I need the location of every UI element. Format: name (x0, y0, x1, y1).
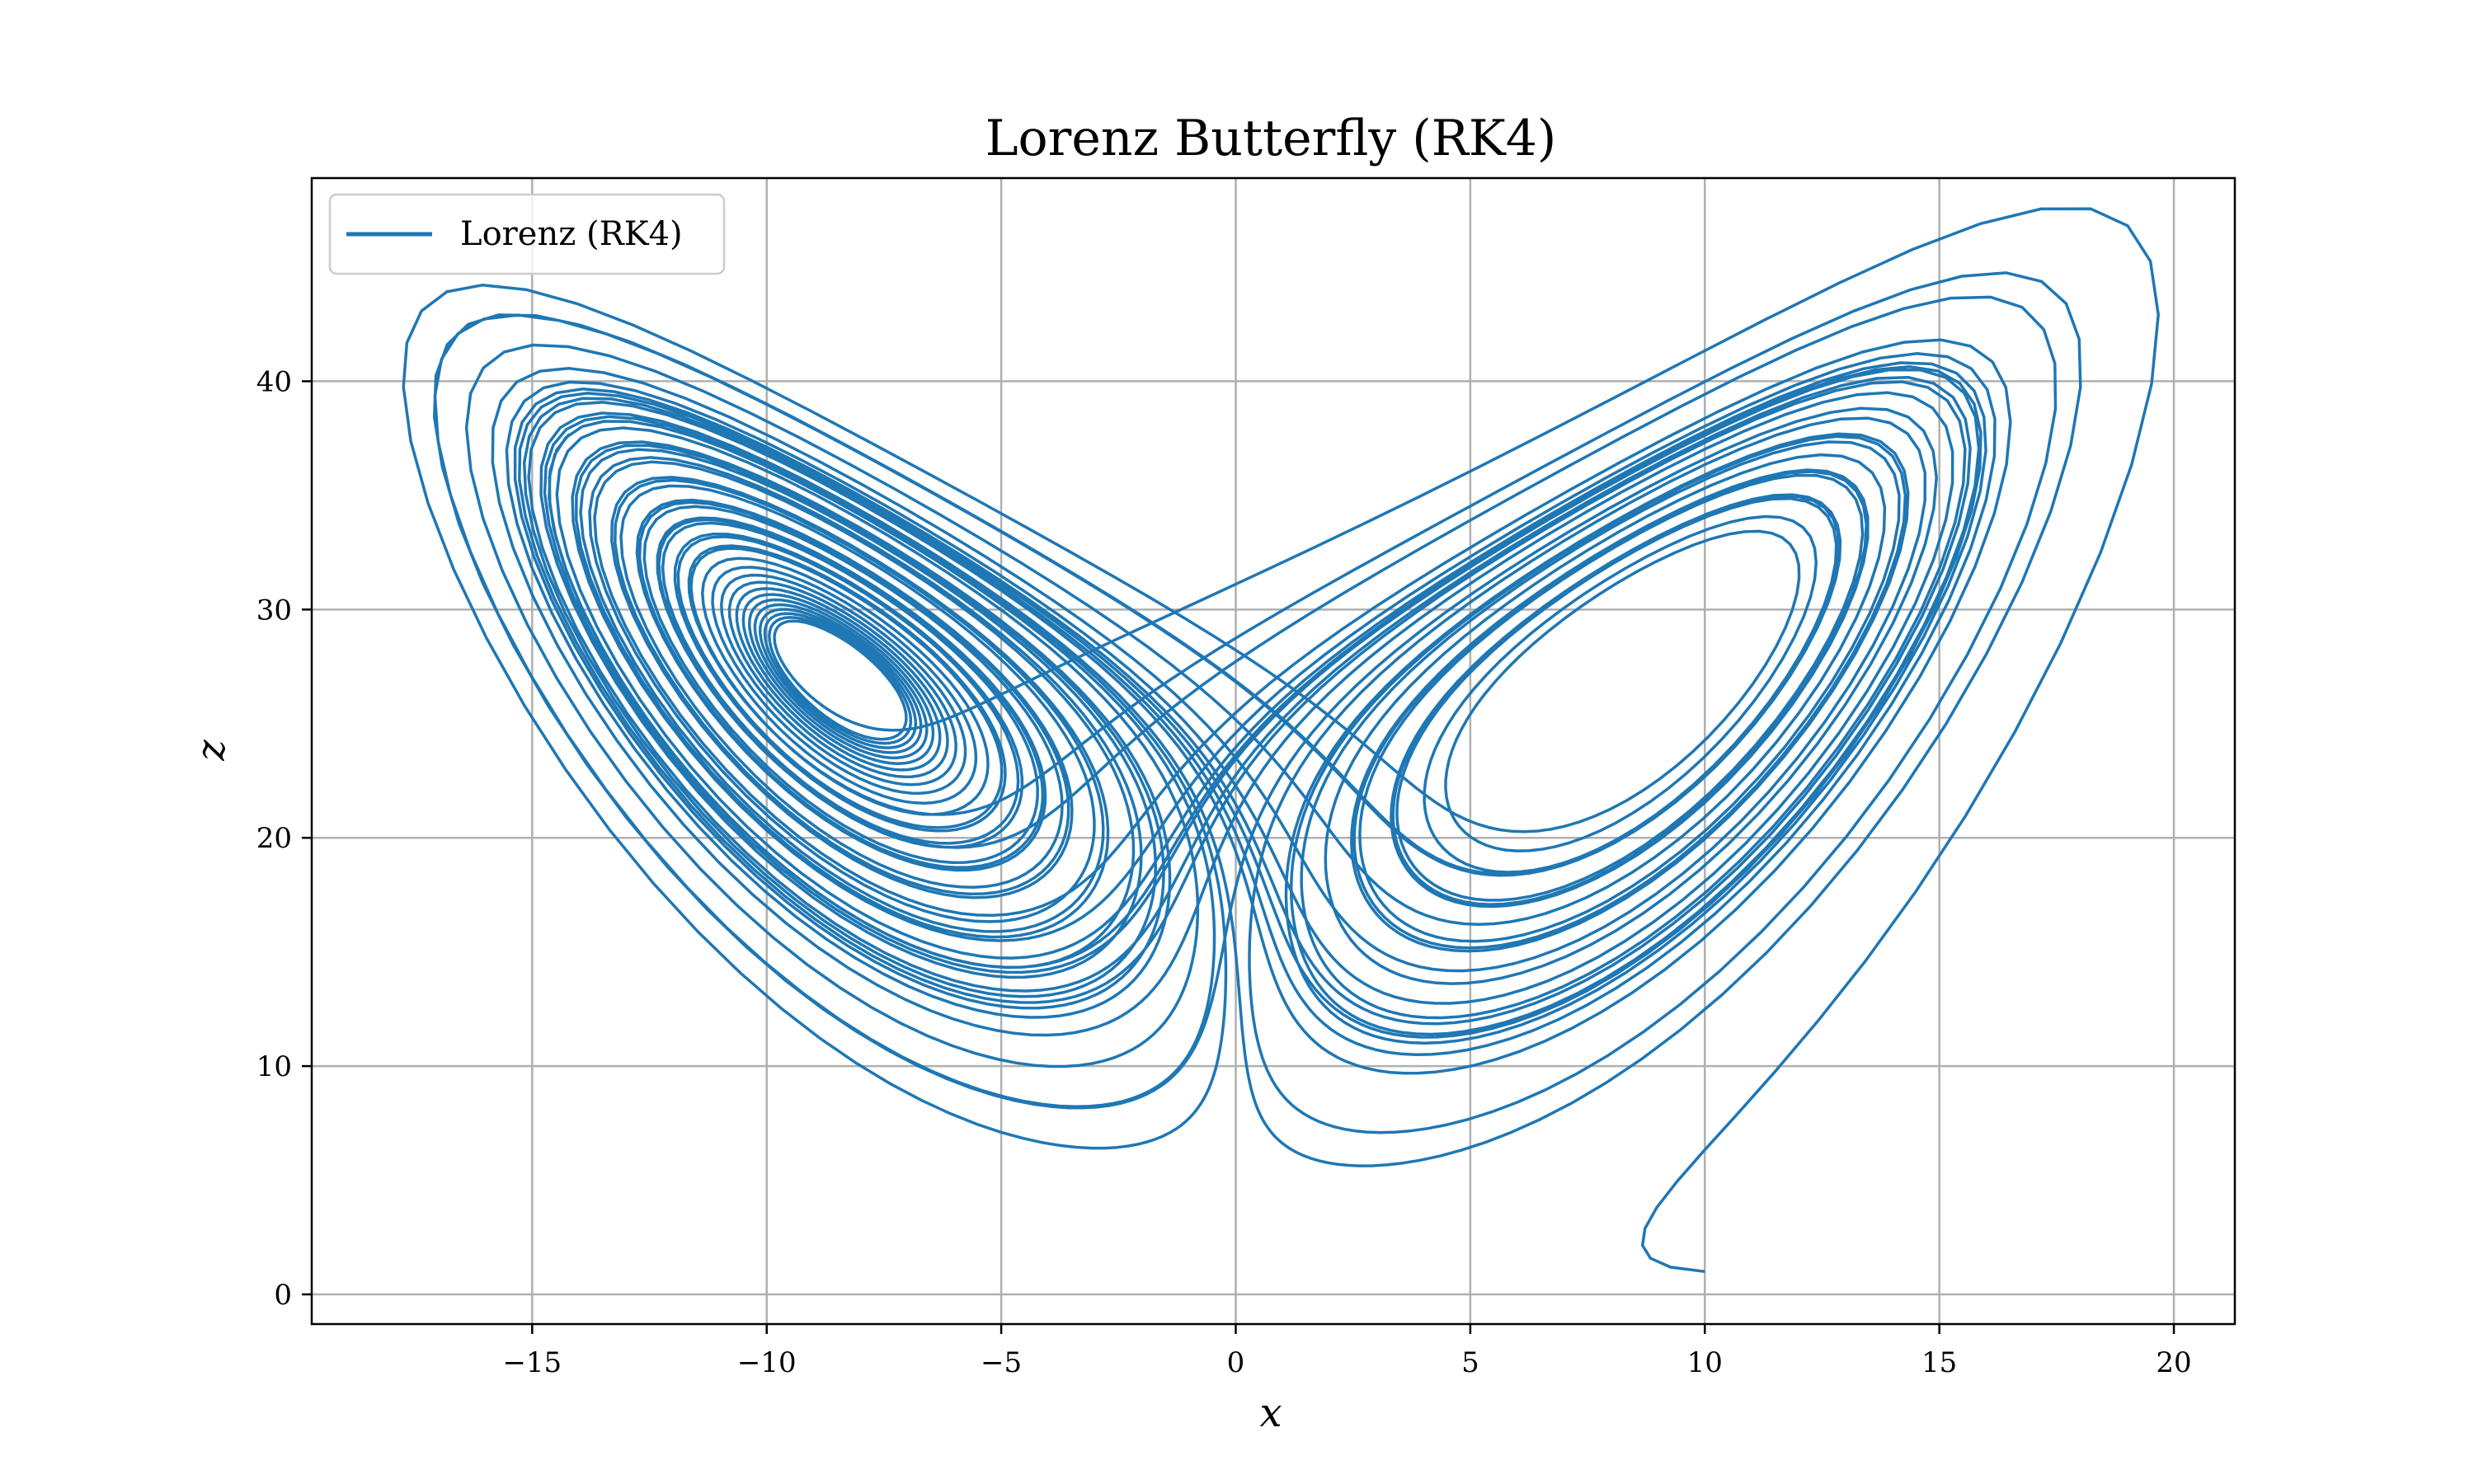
plot-frame (310, 176, 2236, 1326)
x-tick-label: 10 (1687, 1346, 1723, 1379)
y-tick-label: 10 (256, 1050, 292, 1083)
x-tick-label: 15 (1921, 1346, 1957, 1379)
x-tick-label: −5 (981, 1346, 1022, 1379)
series-layer (402, 207, 2160, 1274)
legend: Lorenz (RK4) (328, 193, 726, 275)
series-line-lorenz-rk4 (402, 207, 2160, 1274)
chart-title: Lorenz Butterfly (RK4) (985, 110, 1557, 167)
y-tick-label: 20 (256, 822, 292, 855)
x-tick-label: 5 (1461, 1346, 1479, 1379)
x-tick-label: 20 (2156, 1346, 2191, 1379)
y-tick-label: 0 (274, 1279, 292, 1312)
y-axis-label: z (188, 740, 234, 762)
y-tick-label: 40 (256, 365, 292, 398)
ticks: −15 −10 −5 0 5 10 15 20 0 10 20 30 40 (256, 365, 2192, 1379)
x-tick-label: −15 (502, 1346, 562, 1379)
x-tick-label: −10 (737, 1346, 797, 1379)
x-axis-label: x (1259, 1390, 1282, 1436)
legend-box (328, 193, 726, 275)
x-tick-label: 0 (1227, 1346, 1245, 1379)
y-tick-label: 30 (256, 594, 292, 627)
legend-label: Lorenz (RK4) (460, 215, 683, 253)
